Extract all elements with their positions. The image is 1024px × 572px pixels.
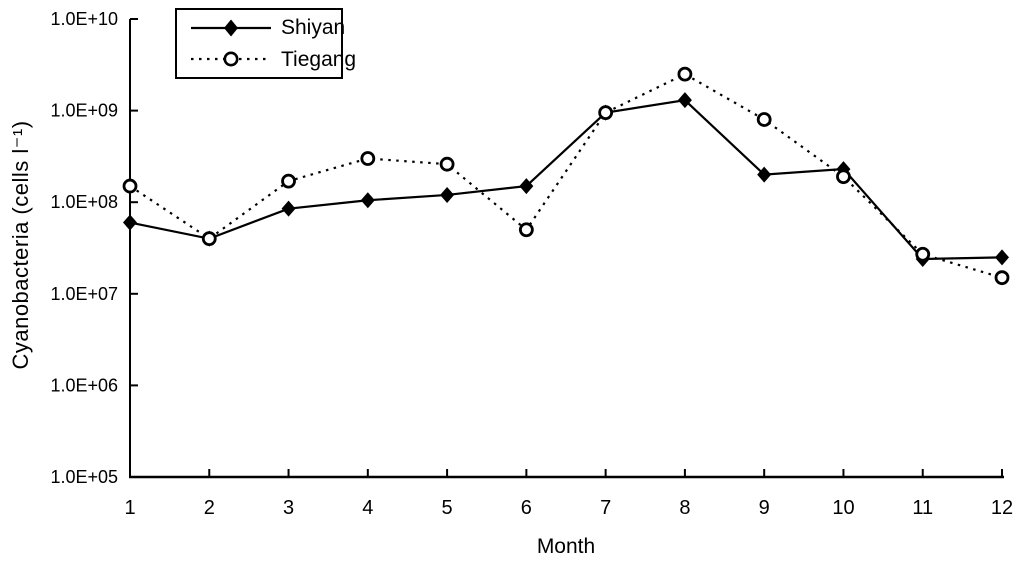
x-tick-label: 12 [991, 497, 1013, 519]
tiegang-marker [994, 270, 1010, 286]
tiegang-marker [677, 66, 693, 82]
shiyan-marker [677, 92, 692, 109]
x-tick-label: 10 [832, 497, 854, 519]
tiegang-marker [756, 112, 772, 127]
legend-label-shiyan: Shiyan [281, 16, 346, 40]
tiegang-marker [360, 151, 376, 166]
shiyan-marker [360, 192, 375, 209]
tiegang-marker [915, 246, 931, 262]
solid-line-filled-diamond-icon [191, 19, 271, 37]
y-axis-title: Cyanobacteria (cells l⁻¹) [8, 120, 33, 370]
x-tick-label: 6 [521, 497, 532, 519]
shiyan-marker [757, 166, 772, 183]
shiyan-marker [519, 178, 534, 195]
y-tick-label: 1.0E+09 [50, 101, 118, 121]
tiegang-marker [201, 231, 217, 247]
x-tick-label: 11 [912, 497, 933, 519]
dotted-line-open-circle-icon [191, 51, 271, 67]
y-tick-label: 1.0E+07 [50, 284, 118, 304]
shiyan-marker [123, 214, 137, 231]
tiegang-marker [836, 169, 851, 185]
legend-label-tiegang: Tiegang [281, 47, 357, 71]
shiyan-line [129, 98, 1003, 261]
tiegang-line [129, 72, 1003, 279]
tiegang-marker [439, 156, 455, 172]
x-tick-label: 3 [283, 497, 294, 519]
x-tick-label: 1 [124, 497, 135, 519]
tiegang-marker [598, 105, 614, 121]
x-tick-label: 2 [204, 497, 215, 519]
shiyan-marker [281, 200, 296, 217]
x-tick-label: 4 [362, 497, 373, 519]
y-tick-label: 1.0E+10 [50, 9, 118, 29]
shiyan-marker [440, 186, 455, 203]
tiegang-marker [281, 173, 296, 189]
legend-item-tiegang: Tiegang [187, 45, 356, 73]
x-tick-label: 8 [679, 497, 690, 519]
x-tick-label: 7 [600, 497, 611, 519]
x-axis-title: Month [536, 535, 596, 558]
shiyan-marker [995, 249, 1009, 266]
y-tick-label: 1.0E+08 [50, 192, 118, 212]
x-tick-label: 9 [759, 497, 770, 519]
y-tick-label: 1.0E+06 [50, 375, 118, 395]
y-tick-label: 1.0E+05 [50, 467, 118, 487]
legend: Shiyan Tiegang [175, 8, 356, 79]
x-tick-label: 5 [442, 497, 453, 519]
tiegang-marker [122, 178, 138, 194]
legend-item-shiyan: Shiyan [187, 14, 345, 42]
tiegang-marker [518, 222, 534, 238]
